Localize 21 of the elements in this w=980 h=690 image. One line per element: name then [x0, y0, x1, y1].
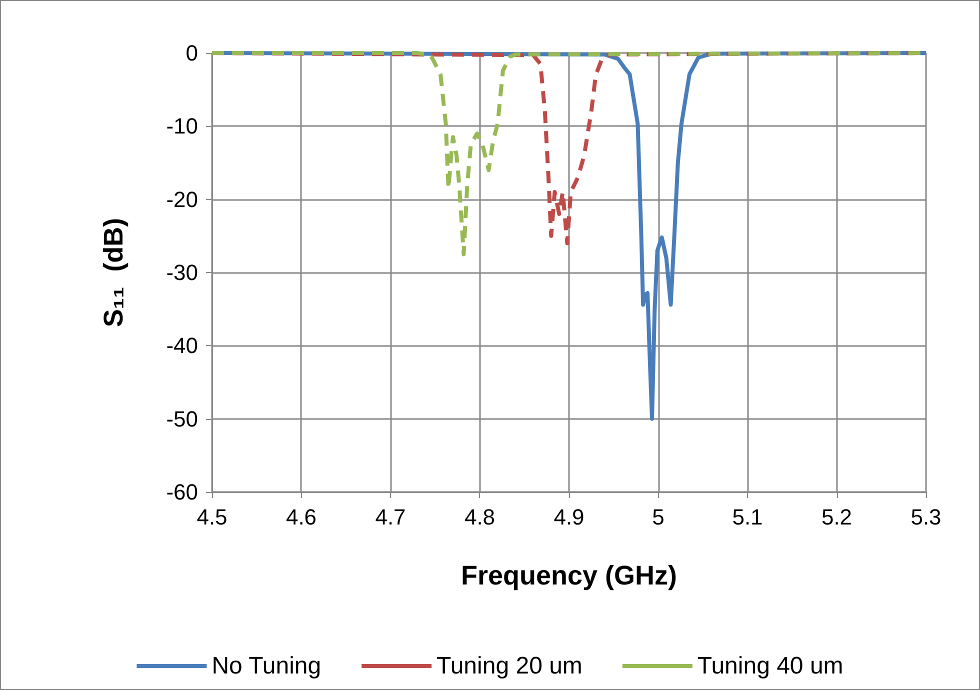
x-tick-label: 4.6	[286, 504, 317, 530]
legend-label: Tuning 40 um	[697, 652, 844, 680]
x-tick-label: 5.1	[732, 504, 763, 530]
y-tick-label: 0	[186, 40, 198, 66]
y-tick-label: -30	[166, 260, 198, 285]
legend-label: No Tuning	[212, 652, 322, 680]
x-tick-label: 5	[652, 504, 664, 530]
y-tick-label: -40	[166, 333, 198, 358]
x-tick-label: 4.8	[464, 504, 496, 530]
y-tick-label: -50	[166, 406, 198, 432]
x-tick-label: 4.9	[554, 504, 584, 530]
y-tick-label: -20	[166, 186, 198, 212]
y-axis-title: S₁₁ (dB)	[98, 218, 128, 328]
x-tick-label: 5.2	[821, 504, 852, 530]
x-axis-title: Frequency (GHz)	[460, 560, 678, 590]
x-tick-label: 4.5	[196, 504, 228, 530]
x-tick-label: 5.3	[910, 504, 942, 530]
x-tick-label: 4.7	[375, 504, 406, 530]
y-tick-label: -10	[166, 114, 198, 139]
y-tick-label: -60	[166, 480, 198, 504]
legend-label: Tuning 20 um	[436, 652, 582, 680]
